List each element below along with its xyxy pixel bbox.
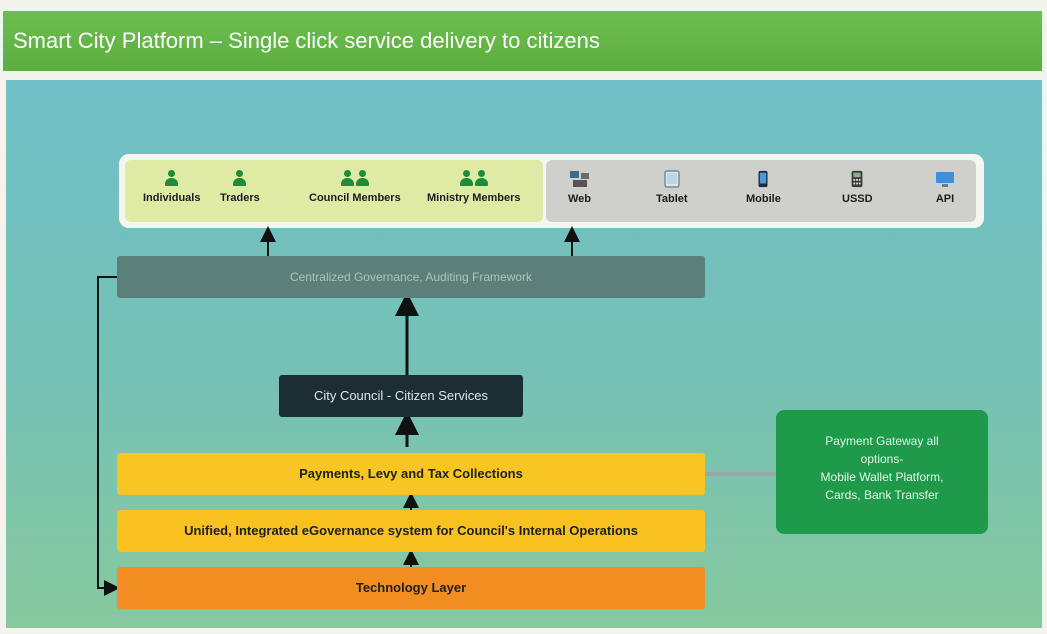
user-label-council-members: Council Members (309, 192, 401, 204)
person-icon (233, 170, 247, 187)
user-label-individuals: Individuals (143, 192, 201, 204)
user-groups-panel: Individuals Traders Council Members Mini… (125, 160, 543, 222)
gateway-line-1: Payment Gateway all (825, 434, 939, 448)
arrow-governance-to-tech (97, 276, 120, 596)
access-channels-bar: Individuals Traders Council Members Mini… (119, 154, 984, 228)
channel-web: Web (568, 170, 591, 205)
channel-label-ussd: USSD (842, 193, 873, 205)
user-individuals: Individuals (143, 170, 200, 204)
channel-mobile: Mobile (746, 170, 781, 205)
citizen-services-layer: City Council - Citizen Services (279, 375, 523, 417)
person-icon (474, 170, 488, 187)
egovernance-layer: Unified, Integrated eGovernance system f… (117, 510, 705, 552)
person-icon (165, 170, 179, 187)
diagram-canvas: Individuals Traders Council Members Mini… (6, 80, 1042, 628)
governance-layer: Centralized Governance, Auditing Framewo… (117, 256, 705, 298)
channel-tablet: Tablet (656, 170, 688, 205)
person-icon (340, 170, 354, 187)
ussd-icon (851, 170, 863, 188)
gateway-line-4: Cards, Bank Transfer (825, 488, 939, 502)
channel-label-web: Web (568, 193, 592, 205)
person-icon (459, 170, 473, 187)
channel-api: API (934, 170, 956, 205)
channel-label-mobile: Mobile (746, 193, 781, 205)
user-label-ministry-members: Ministry Members (427, 192, 521, 204)
tablet-icon (664, 170, 680, 188)
web-icon (569, 171, 589, 187)
user-ministry-members: Ministry Members (427, 170, 521, 204)
user-label-traders: Traders (220, 192, 260, 204)
channel-label-tablet: Tablet (656, 193, 688, 205)
payments-layer: Payments, Levy and Tax Collections (117, 453, 705, 495)
gateway-line-2: options- (860, 452, 904, 466)
mobile-icon (758, 170, 768, 188)
flow-arrows (97, 226, 776, 596)
payment-gateway-box: Payment Gateway all options- Mobile Wall… (776, 410, 988, 534)
api-icon (936, 172, 954, 187)
devices-panel: Web Tablet Mobile (546, 160, 976, 222)
technology-layer: Technology Layer (117, 567, 705, 609)
user-traders: Traders (220, 170, 260, 204)
page-title: Smart City Platform – Single click servi… (3, 11, 1042, 71)
user-council-members: Council Members (309, 170, 401, 204)
channel-ussd: USSD (842, 170, 873, 205)
channel-label-api: API (935, 193, 955, 205)
gateway-line-3: Mobile Wallet Platform, (820, 470, 944, 484)
person-icon (355, 170, 369, 187)
